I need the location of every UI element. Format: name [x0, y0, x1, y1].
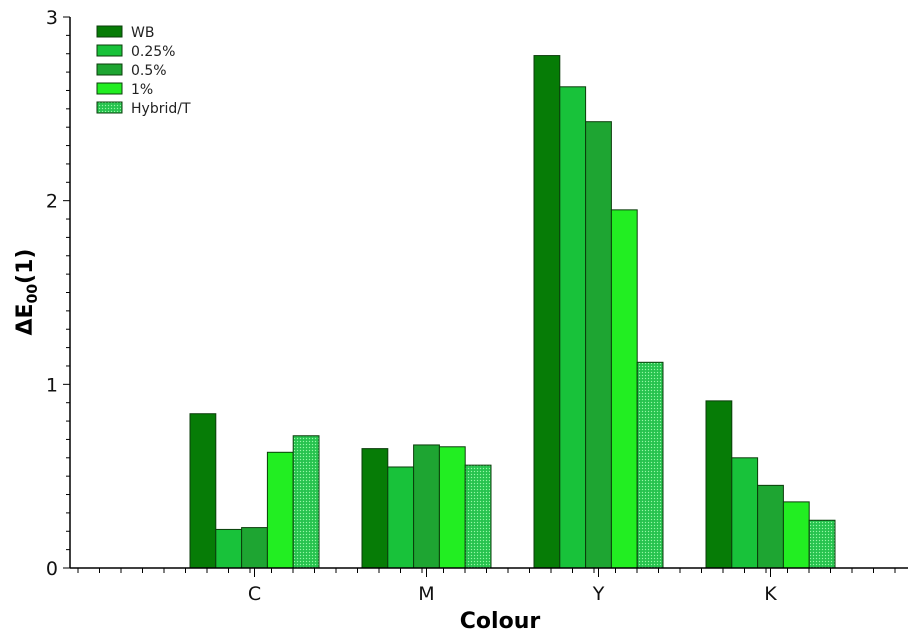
- axes: [63, 16, 908, 577]
- bar-y-wb: [533, 55, 561, 569]
- legend-swatch-025: [96, 44, 123, 57]
- legend-swatch-wb: [96, 25, 123, 38]
- x-tick-label-k: K: [764, 583, 777, 605]
- bar-y-05: [585, 121, 612, 569]
- bars-group: [189, 55, 836, 569]
- bar-k-05: [757, 484, 784, 569]
- bar-m-025: [387, 466, 415, 569]
- bar-m-05: [413, 444, 440, 569]
- y-axis-title-subscript: 00: [25, 284, 41, 304]
- legend-label-05: 0.5%: [131, 63, 167, 79]
- x-tick-label-m: M: [418, 583, 434, 605]
- bar-c-hybridt: [292, 435, 320, 569]
- x-tick-label-c: C: [248, 583, 261, 605]
- y-axis-title-suffix: (1): [13, 249, 38, 284]
- x-tick-marks: [77, 568, 896, 577]
- x-axis-title: Colour: [460, 609, 541, 634]
- bar-m-hybridt: [464, 464, 492, 569]
- bar-m-wb: [361, 448, 389, 569]
- legend-swatch-1: [96, 82, 123, 95]
- bar-k-wb: [705, 400, 733, 569]
- bar-k-hybridt: [808, 519, 836, 569]
- bar-y-1: [610, 209, 638, 569]
- bar-c-1: [266, 451, 294, 569]
- legend-swatch-05: [96, 63, 123, 76]
- bar-c-wb: [189, 413, 217, 569]
- y-tick-label: 0: [46, 558, 58, 580]
- legend-label-hybridt: Hybrid/T: [131, 101, 191, 117]
- y-axis-title: ΔE00(1): [13, 249, 41, 336]
- y-tick-labels: 0 1 2 3: [46, 7, 58, 580]
- bar-m-1: [438, 446, 466, 569]
- bar-y-hybridt: [636, 361, 664, 569]
- bar-c-025: [215, 528, 243, 569]
- x-tick-label-y: Y: [592, 583, 605, 605]
- bar-k-025: [731, 457, 759, 569]
- y-tick-label: 1: [46, 374, 58, 396]
- legend-label-wb: WB: [131, 25, 154, 41]
- bar-y-025: [559, 86, 587, 569]
- legend-swatch-hybridt: [96, 101, 123, 114]
- legend-label-1: 1%: [131, 82, 153, 98]
- legend-label-025: 0.25%: [131, 44, 175, 60]
- y-tick-label: 3: [46, 7, 58, 29]
- bar-c-05: [241, 527, 268, 569]
- y-axis-title-main: ΔE: [13, 303, 38, 335]
- legend: WB 0.25% 0.5% 1% Hybrid/T: [96, 25, 191, 117]
- y-tick-marks: [63, 16, 70, 569]
- bar-k-1: [782, 501, 810, 569]
- y-tick-label: 2: [46, 191, 58, 213]
